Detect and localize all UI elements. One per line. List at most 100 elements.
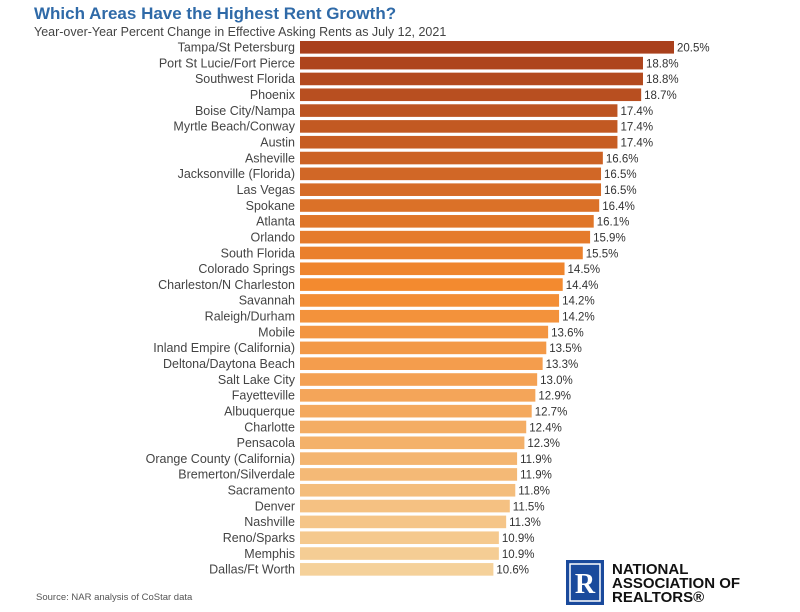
bar-13	[300, 246, 583, 260]
bar-3	[300, 88, 642, 102]
value-label: 14.4%	[566, 280, 599, 292]
category-label: Tampa/St Petersburg	[178, 41, 295, 55]
category-label: Atlanta	[256, 215, 295, 229]
category-label: Orange County (California)	[146, 452, 295, 466]
bar-17	[300, 309, 560, 323]
category-label: Asheville	[245, 151, 295, 165]
bar-21	[300, 373, 538, 386]
value-label: 11.5%	[513, 501, 545, 513]
bar-18	[300, 325, 549, 339]
bar-5	[300, 120, 618, 133]
realtor-logo-icon: R	[566, 560, 604, 605]
value-label: 16.1%	[597, 217, 630, 229]
value-label: 12.7%	[535, 406, 568, 418]
category-label: Port St Lucie/Fort Pierce	[159, 56, 295, 70]
bar-9	[300, 183, 602, 196]
bar-10	[300, 199, 600, 212]
value-label: 10.9%	[502, 533, 535, 545]
category-label: Mobile	[258, 325, 295, 339]
category-label: Salt Lake City	[218, 373, 296, 387]
value-label: 13.6%	[551, 327, 584, 339]
svg-text:R: R	[575, 569, 596, 600]
value-label: 13.5%	[549, 343, 582, 355]
bar-7	[300, 151, 603, 165]
logo-line-3: REALTORS®	[612, 589, 705, 606]
value-label: 18.7%	[644, 90, 677, 102]
bar-25	[300, 436, 525, 450]
bar-30	[300, 515, 507, 529]
category-label: Boise City/Nampa	[195, 104, 295, 118]
category-label: Colorado Springs	[198, 262, 295, 276]
category-label: Sacramento	[228, 484, 295, 498]
value-label: 13.0%	[540, 375, 573, 387]
bar-4	[300, 104, 618, 117]
value-label: 11.9%	[520, 454, 552, 466]
category-label: Phoenix	[250, 88, 296, 102]
category-label: Raleigh/Durham	[205, 310, 295, 324]
category-label: Charleston/N Charleston	[158, 278, 295, 292]
bar-chart: Tampa/St Petersburg 20.5% Port St Lucie/Fo…	[146, 41, 710, 577]
value-label: 18.8%	[646, 58, 679, 70]
category-label: Deltona/Daytona Beach	[163, 357, 295, 371]
category-label: Southwest Florida	[195, 72, 295, 86]
bar-1	[300, 56, 643, 70]
category-label: Las Vegas	[237, 183, 295, 197]
value-label: 16.5%	[604, 185, 637, 197]
bar-26	[300, 452, 518, 465]
category-label: Orlando	[251, 230, 296, 244]
value-label: 17.4%	[620, 122, 653, 134]
bar-19	[300, 341, 547, 355]
source-note: Source: NAR analysis of CoStar data	[36, 592, 193, 603]
category-label: Reno/Sparks	[223, 531, 295, 545]
value-label: 15.9%	[593, 232, 626, 244]
value-label: 11.3%	[509, 517, 541, 529]
bar-11	[300, 215, 594, 228]
bar-20	[300, 357, 543, 370]
bar-16	[300, 294, 560, 307]
logo-line-1: NATIONAL	[612, 561, 689, 578]
logo-line-2: ASSOCIATION OF	[612, 575, 741, 592]
value-label: 11.9%	[520, 470, 552, 482]
category-label: Spokane	[246, 199, 295, 213]
value-label: 15.5%	[586, 248, 619, 260]
value-label: 10.6%	[496, 565, 529, 577]
category-label: Dallas/Ft Worth	[209, 563, 295, 577]
chart-title: Which Areas Have the Highest Rent Growth…	[34, 4, 397, 23]
value-label: 16.6%	[606, 153, 639, 165]
value-label: 16.4%	[602, 201, 635, 213]
value-label: 12.4%	[529, 422, 562, 434]
category-label: Nashville	[244, 515, 295, 529]
value-label: 12.9%	[538, 391, 571, 403]
value-label: 13.3%	[546, 359, 579, 371]
bar-15	[300, 278, 563, 291]
bar-28	[300, 483, 516, 497]
category-label: Savannah	[239, 294, 295, 308]
category-label: South Florida	[221, 246, 295, 260]
value-label: 20.5%	[677, 43, 710, 55]
value-label: 14.5%	[568, 264, 601, 276]
bar-2	[300, 72, 643, 86]
category-label: Myrtle Beach/Conway	[173, 120, 295, 134]
bar-6	[300, 135, 618, 149]
value-label: 14.2%	[562, 312, 595, 324]
bar-14	[300, 262, 565, 276]
bar-33	[300, 563, 494, 576]
value-label: 16.5%	[604, 169, 637, 181]
bar-8	[300, 167, 602, 181]
bar-0	[300, 41, 674, 54]
value-label: 18.8%	[646, 74, 679, 86]
bar-22	[300, 389, 536, 402]
chart-subtitle: Year-over-Year Percent Change in Effecti…	[34, 25, 447, 39]
bar-32	[300, 547, 499, 560]
nar-logo: R NATIONAL ASSOCIATION OF REALTORS®	[566, 560, 786, 610]
category-label: Pensacola	[237, 436, 295, 450]
category-label: Charlotte	[244, 420, 295, 434]
category-label: Albuquerque	[224, 404, 295, 418]
bar-24	[300, 420, 527, 434]
bar-31	[300, 531, 499, 545]
value-label: 10.9%	[502, 549, 535, 561]
value-label: 12.3%	[527, 438, 560, 450]
category-label: Inland Empire (California)	[153, 341, 295, 355]
value-label: 17.4%	[620, 138, 653, 150]
bar-27	[300, 468, 518, 481]
